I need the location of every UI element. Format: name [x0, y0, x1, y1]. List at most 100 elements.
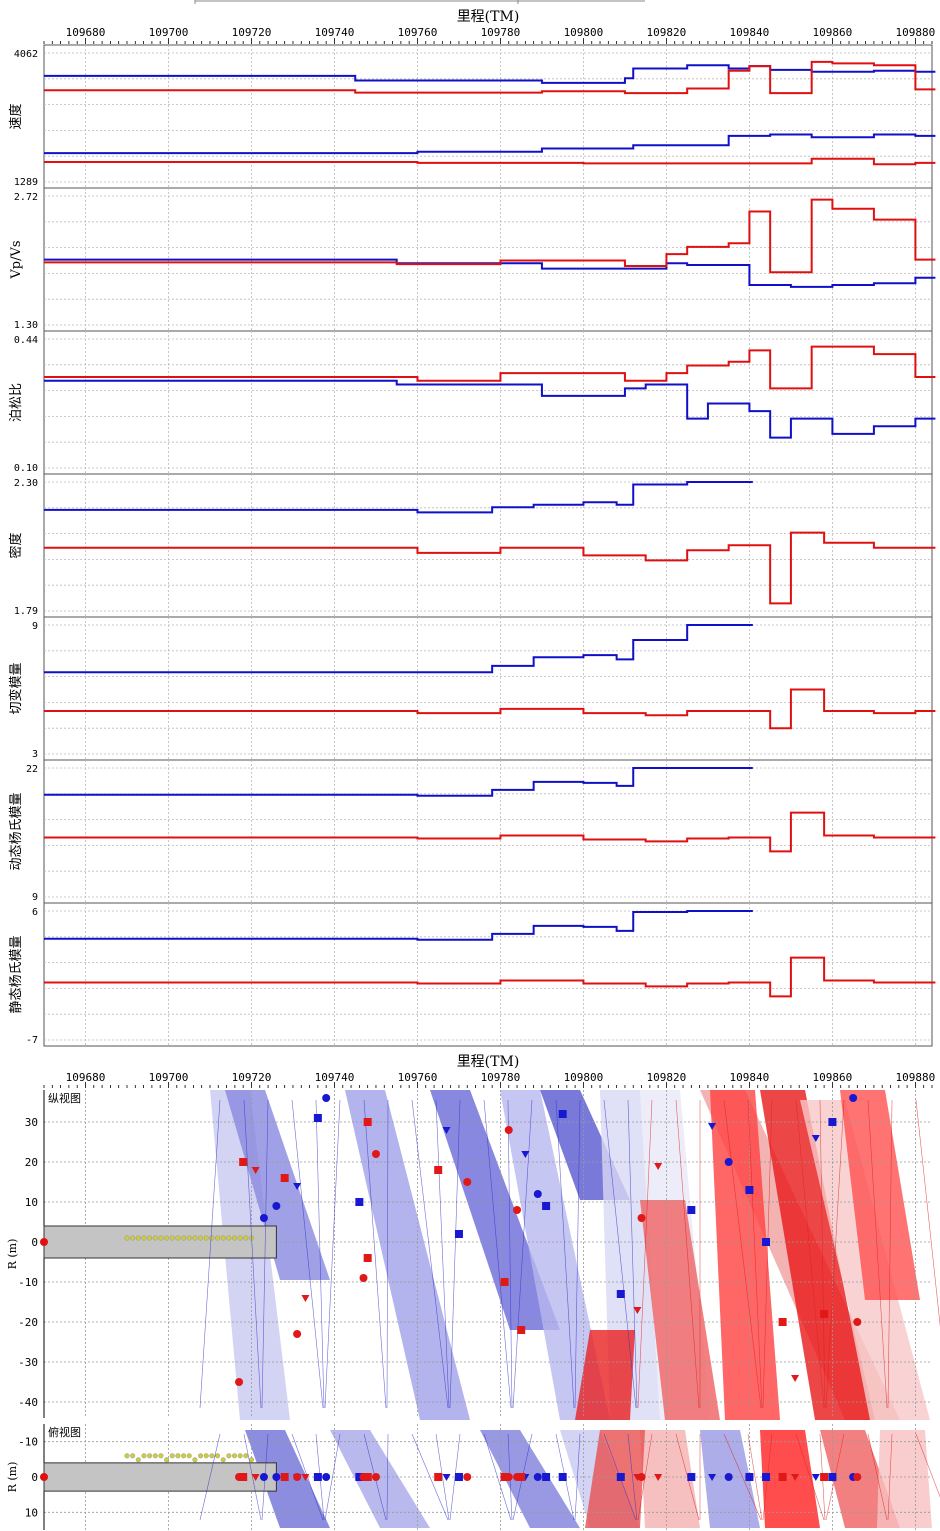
- marker-square-blue: [762, 1473, 771, 1481]
- sensor-dot: [152, 1453, 158, 1459]
- y-max-label: 9: [32, 621, 38, 632]
- series-line-red: [44, 688, 936, 730]
- series-line-red: [44, 345, 936, 390]
- marker-square-blue: [454, 1473, 463, 1481]
- sensor-dot: [158, 1235, 164, 1241]
- y-min-label: -7: [26, 1035, 38, 1046]
- longitudinal-view: 30 20 10 0 -10 -20 -30 -40 纵视图 R (m): [6, 1090, 940, 1420]
- sensor-dot: [141, 1235, 147, 1241]
- sensor-dot: [164, 1235, 170, 1241]
- x-tick-label: 109820: [647, 1071, 687, 1084]
- sensor-dot: [192, 1235, 198, 1241]
- sensor-dot: [220, 1457, 226, 1463]
- subplot-3: 2.30 1.79 密度: [8, 473, 936, 618]
- fracture-trace: [324, 1099, 341, 1409]
- marker-square-blue: [616, 1290, 625, 1298]
- series-line-red: [44, 198, 936, 274]
- x-tick-label: 109720: [232, 1071, 272, 1084]
- fracture-trace: [291, 1099, 324, 1409]
- marker-square-blue: [558, 1473, 567, 1481]
- y-axis-label: R (m): [6, 1462, 19, 1493]
- y-min-label: 1289: [14, 177, 38, 188]
- marker-square-red: [778, 1318, 787, 1326]
- fracture-trace: [555, 1099, 575, 1409]
- marker-circle-blue: [849, 1094, 858, 1102]
- marker-square-red: [239, 1158, 248, 1166]
- marker-square-red: [500, 1278, 509, 1286]
- red-fracture-band: [710, 1090, 780, 1420]
- fracture-trace: [915, 1099, 940, 1327]
- subplot-1: 2.72 1.30 Vp/Vs: [9, 187, 936, 332]
- marker-circle-red: [637, 1214, 646, 1222]
- series-line-blue: [44, 481, 753, 514]
- fracture-trace: [315, 1099, 325, 1409]
- fracture-trace: [483, 1433, 512, 1521]
- sensor-dot: [198, 1235, 204, 1241]
- marker-triangle-red: [633, 1307, 642, 1314]
- sensor-dot: [232, 1453, 238, 1459]
- sensor-dot: [130, 1235, 136, 1241]
- fracture-trace: [386, 1433, 389, 1521]
- marker-square-blue: [355, 1473, 364, 1481]
- y-max-label: 4062: [14, 49, 38, 60]
- x-tick-label: 109840: [730, 26, 770, 39]
- y-min-label: 1.30: [14, 320, 38, 331]
- fracture-trace: [363, 1099, 387, 1409]
- marker-square-blue: [762, 1238, 771, 1246]
- marker-square-blue: [745, 1473, 754, 1481]
- x-tick-label: 109800: [564, 1071, 604, 1084]
- subplot-6: 6 -7 静态杨氏模量: [9, 902, 936, 1047]
- fracture-trace: [324, 1433, 341, 1521]
- red-fracture-band: [575, 1330, 635, 1420]
- subplot-frame: [43, 616, 933, 761]
- series-line-blue: [44, 910, 753, 941]
- sensor-dot: [243, 1453, 249, 1459]
- marker-square-red: [239, 1473, 248, 1481]
- sensor-dot: [124, 1235, 130, 1241]
- upper-panel: 里程(TM) 109680 109700 109720 109740 109760 1097…: [8, 0, 936, 1047]
- sensor-dot: [175, 1235, 181, 1241]
- fracture-trace: [386, 1099, 389, 1409]
- marker-circle-red: [371, 1150, 380, 1158]
- y-axis-label: 静态杨氏模量: [9, 935, 24, 1013]
- sensor-dot: [175, 1453, 181, 1459]
- sensor-dot: [226, 1235, 232, 1241]
- marker-square-red: [280, 1473, 289, 1481]
- sensor-dot: [158, 1453, 164, 1459]
- fracture-trace: [723, 1433, 762, 1521]
- x-axis-title: 里程(TM): [457, 1054, 520, 1070]
- marker-square-red: [434, 1166, 443, 1174]
- marker-circle-blue: [322, 1094, 331, 1102]
- subplot-4: 9 3 切变模量: [8, 616, 936, 761]
- x-axis-title: 里程(TM): [457, 9, 520, 25]
- marker-square-red: [820, 1310, 829, 1318]
- red-fracture-band: [760, 1090, 870, 1420]
- y-min-label: 0.10: [14, 463, 38, 474]
- sensor-dot: [220, 1235, 226, 1241]
- sensor-dot: [135, 1457, 141, 1463]
- x-tick-label: 109700: [149, 1071, 189, 1084]
- sensor-dot: [209, 1453, 215, 1459]
- x-tick-label: 109780: [481, 26, 521, 39]
- subplot-2: 0.44 0.10 泊松比: [9, 330, 936, 475]
- y-max-label: 2.72: [14, 192, 38, 203]
- subplot-0: 4062 1289 速度: [8, 44, 936, 189]
- marker-square-blue: [687, 1473, 696, 1481]
- fracture-trace: [435, 1433, 450, 1521]
- marker-square-blue: [454, 1230, 463, 1238]
- marker-circle-red: [235, 1473, 244, 1481]
- marker-circle-blue: [259, 1214, 268, 1222]
- marker-circle-red: [853, 1473, 862, 1481]
- sensor-dot: [226, 1453, 232, 1459]
- subplot-frame: [43, 44, 933, 189]
- marker-circle-blue: [724, 1473, 733, 1481]
- fracture-trace: [867, 1433, 888, 1521]
- blue-fracture-band: [330, 1430, 430, 1528]
- marker-triangle-red: [251, 1167, 260, 1174]
- x-tick-label: 109880: [896, 1071, 936, 1084]
- fracture-trace: [243, 1433, 262, 1521]
- fracture-trace: [261, 1099, 269, 1409]
- y-tick-label: 20: [25, 1156, 38, 1169]
- subplot-frame: [43, 473, 933, 618]
- y-tick-label: -40: [18, 1396, 38, 1409]
